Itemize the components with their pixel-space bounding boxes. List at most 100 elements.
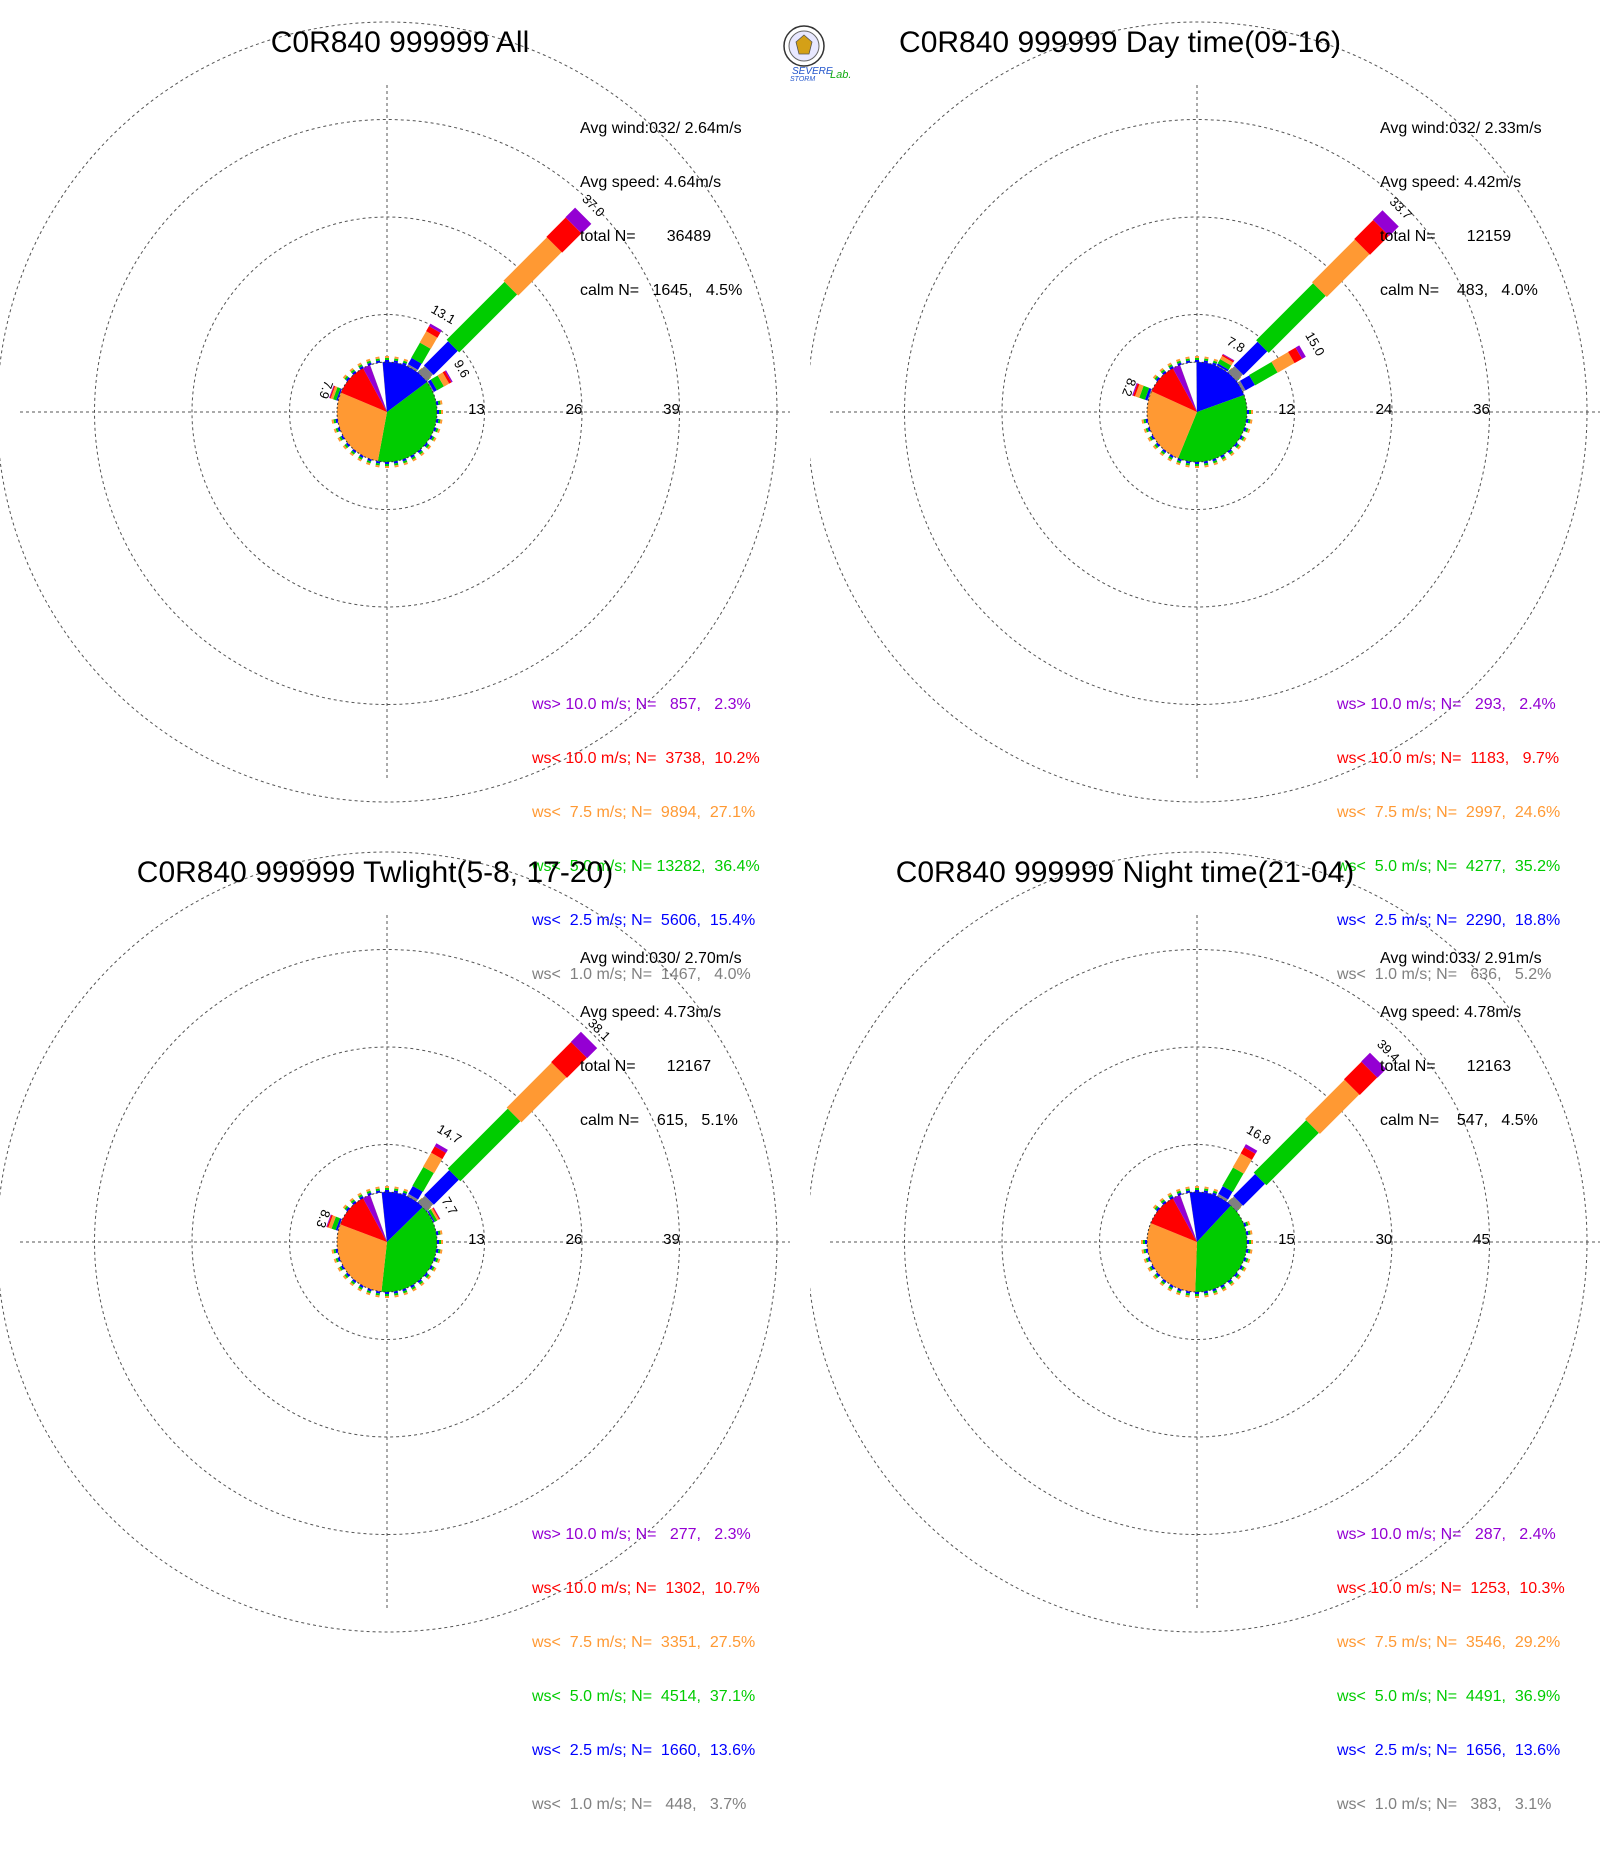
minor-petal — [1179, 1289, 1180, 1291]
minor-petal — [351, 369, 352, 371]
petal-segment-lt1 — [412, 1197, 413, 1199]
petal-segment-lt7-5 — [1313, 1087, 1352, 1126]
minor-petal — [368, 1293, 369, 1295]
chart-title: C0R840 999999 Twlight(5-8, 17-20) — [137, 856, 613, 890]
minor-petal — [1161, 369, 1162, 371]
minor-petal — [1215, 361, 1216, 363]
minor-petal — [351, 453, 352, 455]
minor-petal — [1238, 1277, 1240, 1278]
petal-segment-lt2-5 — [413, 361, 417, 367]
minor-petal — [1148, 1259, 1150, 1260]
petal-label: 7.8 — [1224, 334, 1247, 356]
minor-petal — [1157, 444, 1159, 445]
minor-petal — [1178, 359, 1179, 361]
minor-petal — [361, 455, 362, 457]
avg-speed: Avg speed: 4.78m/s — [1380, 1004, 1542, 1022]
minor-petal — [1224, 1289, 1225, 1291]
petal-segment-lt2-5 — [1238, 1179, 1260, 1201]
minor-petal — [1232, 453, 1233, 455]
minor-petal — [1162, 1201, 1163, 1203]
minor-petal — [414, 1289, 415, 1291]
legend-entry-lt10: ws< 10.0 m/s; N= 1302, 10.7% — [532, 1580, 760, 1598]
minor-petal — [438, 1260, 440, 1261]
minor-petal — [1215, 1189, 1216, 1191]
minor-petal — [1242, 438, 1244, 439]
minor-petal — [346, 445, 348, 446]
minor-petal — [1154, 1206, 1156, 1207]
legend-entry-lt2-5: ws< 2.5 m/s; N= 1656, 13.6% — [1337, 1742, 1565, 1760]
minor-petal — [1162, 1282, 1163, 1284]
minor-petal — [346, 1275, 348, 1276]
minor-petal — [359, 459, 360, 461]
petal-segment-gt10 — [440, 1147, 442, 1150]
minor-petal — [354, 1280, 355, 1282]
minor-petal — [1244, 439, 1246, 440]
minor-petal — [1222, 455, 1223, 457]
minor-petal — [1170, 365, 1171, 367]
petal-segment-lt1 — [422, 370, 428, 376]
petal-segment-lt5 — [335, 393, 338, 394]
chart-title: C0R840 999999 Day time(09-16) — [899, 26, 1341, 60]
ring-tick-label: 12 — [1278, 401, 1295, 418]
petal-segment-lt5 — [434, 381, 441, 385]
minor-petal — [1157, 1209, 1159, 1210]
minor-petal — [344, 1277, 346, 1278]
minor-petal — [427, 445, 429, 446]
minor-petal — [344, 1206, 346, 1207]
minor-petal — [359, 1194, 360, 1196]
minor-petal — [1161, 453, 1162, 455]
minor-petal — [404, 459, 405, 461]
minor-petal — [425, 444, 427, 445]
minor-petal — [347, 444, 349, 445]
petal-segment-lt2-5 — [1147, 394, 1149, 395]
minor-petal — [405, 1191, 406, 1193]
legend: ws> 10.0 m/s; N= 287, 2.4% ws< 10.0 m/s;… — [1337, 1490, 1565, 1850]
minor-petal — [405, 1291, 406, 1293]
minor-petal — [420, 1282, 421, 1284]
ring-tick-label: 26 — [566, 1231, 583, 1248]
minor-petal — [422, 1283, 423, 1285]
minor-petal — [368, 359, 369, 361]
minor-petal — [1164, 450, 1165, 452]
petal-segment-lt2-5 — [338, 1224, 340, 1225]
minor-petal — [1170, 1195, 1171, 1197]
minor-petal — [434, 439, 436, 440]
petal-segment-lt10 — [1291, 353, 1298, 357]
stats-block: Avg wind:032/ 2.64m/s Avg speed: 4.64m/s… — [580, 84, 742, 336]
petal-segment-lt2-5 — [431, 1216, 432, 1217]
minor-petal — [1242, 1268, 1244, 1269]
minor-petal — [1179, 1291, 1180, 1293]
stats-block: Avg wind:032/ 2.33m/s Avg speed: 4.42m/s… — [1380, 84, 1542, 336]
minor-petal — [1248, 1223, 1250, 1224]
petal-segment-lt7-5 — [1319, 247, 1362, 290]
minor-petal — [369, 1291, 370, 1293]
minor-petal — [1179, 1193, 1180, 1195]
minor-petal — [352, 1282, 353, 1284]
logo-text-lab: Lab. — [830, 69, 851, 81]
minor-petal — [1244, 1269, 1246, 1270]
minor-petal — [1244, 1259, 1246, 1260]
petal-segment-lt2-5 — [431, 385, 434, 387]
minor-petal — [428, 1277, 430, 1278]
minor-petal — [1154, 447, 1156, 448]
minor-petal — [430, 1267, 432, 1268]
minor-petal — [427, 1275, 429, 1276]
minor-petal — [1214, 363, 1215, 365]
minor-petal — [1169, 1289, 1170, 1291]
minor-petal — [1146, 430, 1148, 431]
minor-petal — [405, 461, 406, 463]
legend-entry-lt10: ws< 10.0 m/s; N= 1253, 10.3% — [1337, 1580, 1565, 1598]
petal-segment-lt1 — [1232, 370, 1238, 376]
minor-petal — [340, 1268, 342, 1269]
stats-block: Avg wind:030/ 2.70m/s Avg speed: 4.73m/s… — [580, 914, 742, 1166]
minor-petal — [1169, 1194, 1170, 1196]
minor-petal — [1215, 359, 1216, 361]
minor-petal — [334, 430, 336, 431]
minor-petal — [339, 1269, 341, 1270]
minor-petal — [1246, 1260, 1248, 1261]
minor-petal — [436, 1260, 438, 1261]
minor-petal — [1215, 463, 1216, 465]
minor-petal — [369, 461, 370, 463]
ring-tick-label: 30 — [1376, 1231, 1393, 1248]
minor-petal — [419, 450, 420, 452]
